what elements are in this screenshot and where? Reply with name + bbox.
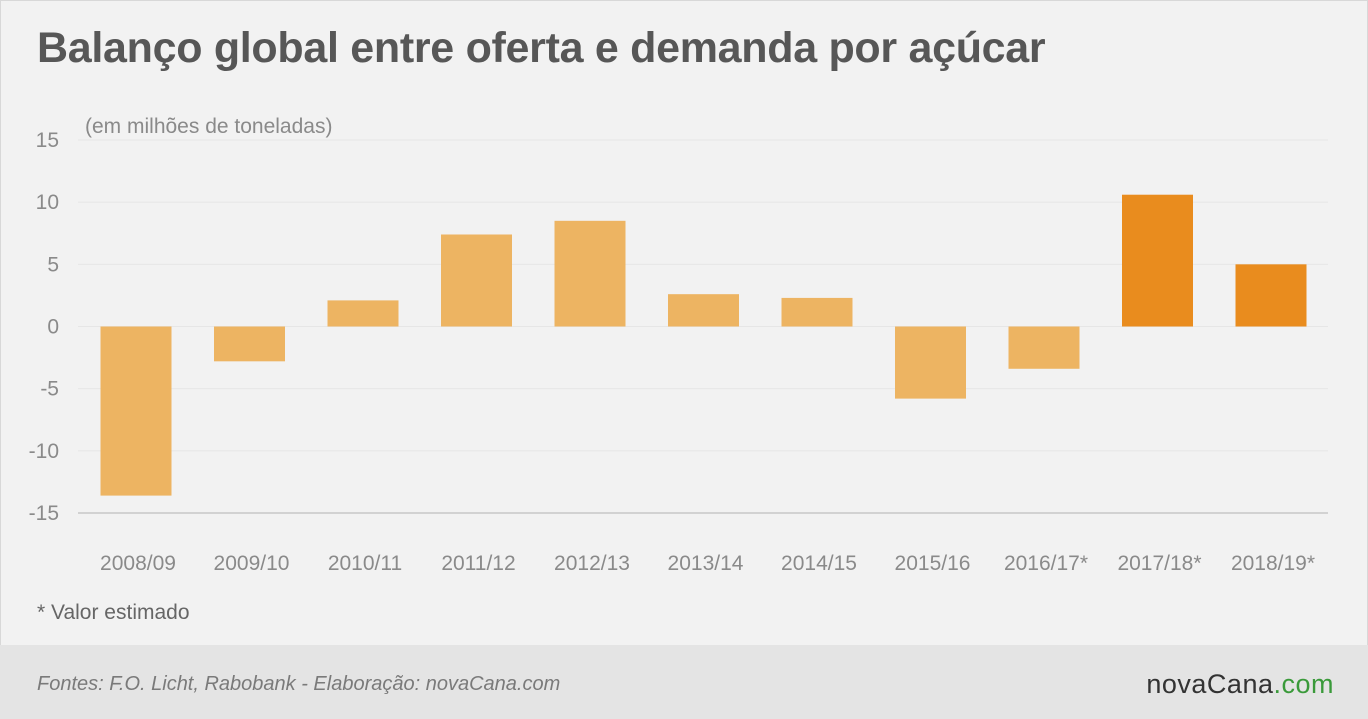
- source-credit: Fontes: F.O. Licht, Rabobank - Elaboraçã…: [37, 673, 561, 695]
- grid-lines: [78, 139, 1328, 514]
- y-tick-label: 0: [47, 316, 59, 339]
- bar-2009-10: [214, 326, 285, 362]
- bar-2015-16: [895, 326, 966, 399]
- brand-suffix: .com: [1273, 669, 1334, 699]
- chart-title: Balanço global entre oferta e demanda po…: [37, 24, 1046, 72]
- x-axis-ticks: 2008/09 2009/10 2010/11 2011/12 2012/13 2013/…: [100, 552, 1315, 575]
- x-tick-label: 2012/13: [554, 552, 630, 575]
- footer: Fontes: F.O. Licht, Rabobank - Elaboraçã…: [0, 645, 1368, 719]
- x-tick-label: 2016/17*: [1004, 552, 1088, 575]
- y-axis-ticks: 15 10 5 0 -5 -10 -15: [29, 129, 59, 525]
- x-tick-label: 2018/19*: [1231, 552, 1315, 575]
- bar-2011-12: [441, 234, 512, 327]
- brand-name: novaCana: [1146, 669, 1274, 699]
- x-tick-label: 2008/09: [100, 552, 176, 575]
- x-tick-label: 2009/10: [214, 552, 290, 575]
- y-tick-label: -5: [40, 378, 59, 401]
- y-tick-label: 15: [36, 129, 59, 152]
- x-tick-label: 2013/14: [668, 552, 744, 575]
- bar-2014-15: [781, 297, 853, 327]
- bar-2013-14: [668, 294, 739, 327]
- bar-2018-19-: [1235, 264, 1307, 327]
- estimate-note: * Valor estimado: [37, 601, 190, 624]
- bar-2016-17-: [1008, 326, 1080, 369]
- y-tick-label: 10: [36, 191, 59, 214]
- bar-2012-13: [554, 220, 626, 327]
- x-tick-label: 2014/15: [781, 552, 857, 575]
- brand-logo: novaCana.com: [1146, 669, 1334, 700]
- bar-chart: (em milhões de toneladas) 15 10 5 0 -5 -10 -15…: [29, 115, 1328, 575]
- bar-2008-09: [100, 326, 172, 496]
- bar-2010-11: [327, 300, 399, 327]
- bars: [100, 194, 1307, 496]
- x-tick-label: 2011/12: [441, 552, 515, 575]
- x-tick-label: 2010/11: [328, 552, 402, 575]
- x-tick-label: 2015/16: [895, 552, 971, 575]
- bar-2017-18-: [1122, 194, 1193, 327]
- y-tick-label: 5: [47, 253, 59, 276]
- unit-label: (em milhões de toneladas): [85, 115, 332, 138]
- y-tick-label: -15: [29, 502, 59, 525]
- x-tick-label: 2017/18*: [1117, 552, 1201, 575]
- y-tick-label: -10: [29, 440, 59, 463]
